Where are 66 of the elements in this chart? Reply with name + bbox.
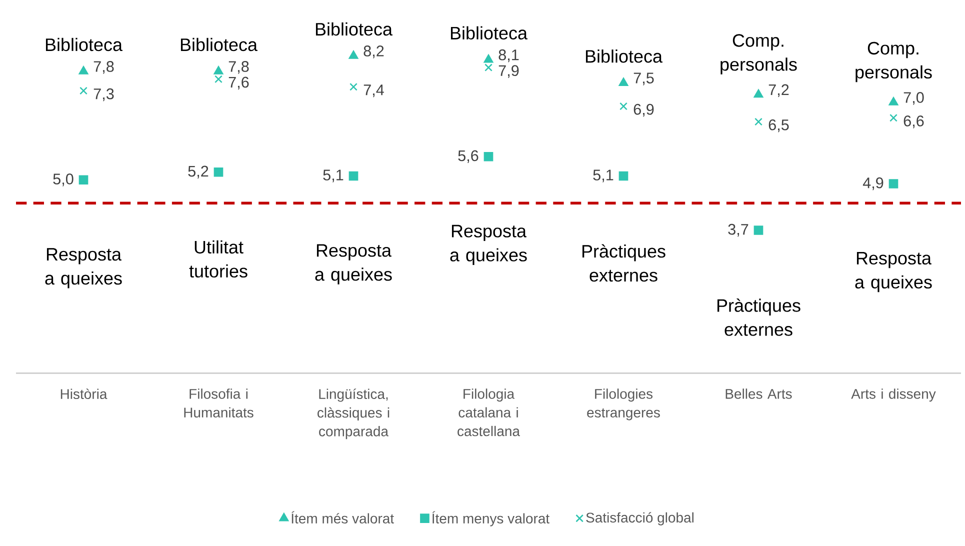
text: Biblioteca: [180, 38, 258, 51]
data-label: 7,4: [364, 84, 384, 97]
point: [618, 77, 628, 86]
point: [888, 96, 898, 106]
data-label: 5,1: [593, 170, 614, 182]
point: [888, 178, 898, 188]
point: [890, 114, 898, 122]
point: [618, 171, 628, 180]
annotation: Biblioteca: [586, 49, 662, 63]
x-tick-label: Filologies estrangeres: [587, 388, 660, 420]
legend-label: Ítem menys valorat: [432, 511, 550, 526]
point: [484, 63, 492, 72]
data-label: 8,1: [498, 49, 519, 62]
point: [754, 89, 764, 98]
data-label: 7,3: [94, 88, 114, 101]
text: Pràctiques externes: [717, 298, 800, 336]
point: [348, 50, 358, 59]
point: [78, 66, 88, 74]
data-label: 7,5: [634, 72, 654, 86]
data-label: 8,2: [364, 45, 384, 58]
point: [214, 66, 224, 74]
data-label: 5,6: [458, 150, 478, 163]
data-label: 7,9: [498, 64, 519, 78]
text: Resposta a queixes: [315, 244, 392, 284]
point: [214, 167, 224, 177]
data-label: 7,8: [94, 60, 114, 74]
legend-label: Satisfacció global: [586, 512, 694, 526]
data-label: 7,8: [228, 60, 249, 74]
data-label: 7,2: [768, 84, 789, 97]
point: [484, 152, 494, 162]
annotation: Comp. personals: [720, 34, 797, 74]
point: [214, 74, 222, 83]
data-label: 5,0: [53, 173, 74, 186]
data-label: 5,2: [188, 166, 208, 178]
point: [620, 102, 628, 110]
x-tick-label: Lingüística, clàssiques i comparada: [318, 388, 390, 439]
point: [484, 54, 494, 63]
x-tick-label: Arts i disseny: [851, 388, 936, 402]
point: [348, 171, 358, 180]
annotation: Resposta a queixes: [450, 224, 527, 265]
x-tick-label: Filologia catalana i castellana: [458, 388, 520, 436]
data-label: 7,6: [228, 76, 249, 90]
point: [78, 174, 88, 184]
data-label: 3,7: [728, 224, 748, 236]
text: Resposta a queixes: [45, 248, 122, 288]
point: [754, 118, 762, 126]
text: Biblioteca: [450, 26, 528, 40]
data-label: 6,9: [634, 104, 654, 116]
text: Pràctiques externes: [582, 244, 666, 282]
text: Utilitat tutories: [189, 240, 248, 278]
x-tick-label: Belles Arts: [726, 388, 792, 399]
annotation: Comp. personals: [856, 42, 932, 82]
data-label: 6,5: [768, 119, 789, 132]
data-label: 7,0: [904, 92, 924, 104]
data-label: 6,6: [904, 115, 924, 128]
x-tick-label: Filosofia i Humanitats: [184, 388, 254, 418]
legend-label: Ítem més valorat: [292, 511, 394, 524]
point: [350, 82, 358, 91]
text: Biblioteca: [46, 38, 122, 51]
data-label: 5,1: [323, 170, 344, 182]
text: Resposta a queixes: [855, 252, 932, 292]
point: [754, 225, 764, 235]
data-label: 4,9: [862, 177, 884, 190]
point: [80, 86, 88, 94]
text: Biblioteca: [316, 22, 392, 36]
x-tick-label: Història: [60, 388, 108, 399]
